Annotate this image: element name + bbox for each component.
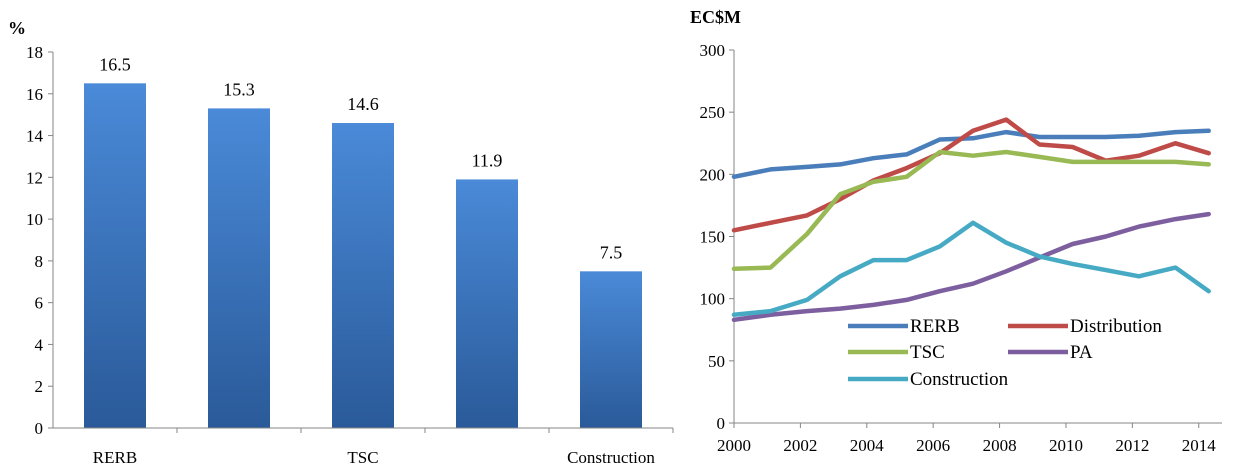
bar-chart-y-tick-label: 12 [26,168,43,187]
line-chart-x-tick-label: 2000 [717,436,751,455]
bar-chart-y-tick-label: 14 [26,127,44,146]
line-chart-y-unit-label: EC$M [690,7,741,27]
line-chart-x-tick-label: 2012 [1115,436,1149,455]
line-chart-x-tick-label: 2002 [783,436,817,455]
line-chart-y-tick-label: 250 [700,103,726,122]
line-chart-y-tick-label: 0 [717,414,726,433]
line-chart-x-tick-label: 2010 [1049,436,1083,455]
bar-chart-y-tick-label: 16 [26,85,43,104]
bar-chart-y-unit-label: % [8,18,26,38]
legend-label-distribution: Distribution [1070,316,1162,337]
bar-chart-y-tick-label: 0 [35,419,44,438]
bar-data-label: 14.6 [347,94,379,114]
line-chart-x-tick-label: 2006 [916,436,950,455]
bar-data-label: 7.5 [600,242,623,262]
series-line-distribution [731,117,1211,233]
legend-label-rerb: RERB [910,316,960,337]
bar-chart-y-tick-label: 10 [26,210,43,229]
bar-data-label: 15.3 [223,79,255,99]
legend-label-construction: Construction [910,369,1009,390]
bar-chart: % 0 2 4 6 8 10 12 14 16 18 16.5 15.3 14.6 11.9 7.5 RE… [8,18,674,467]
line-chart-x-tick-label: 2004 [850,436,885,455]
line-chart-x-tick-label: 2014 [1182,436,1217,455]
line-chart-x-axis: 2000 2002 2004 2006 2008 2010 2012 2014 [717,422,1222,455]
bar-chart-data-labels: 16.5 15.3 14.6 11.9 7.5 [99,54,622,262]
bar-data-label: 11.9 [472,150,503,170]
series-line-construction [731,220,1211,318]
bar-chart-y-tick-label: 8 [35,252,44,271]
line-chart-y-tick-label: 200 [700,165,726,184]
line-chart-y-tick-label: 100 [700,290,726,309]
legend-label-tsc: TSC [910,342,945,363]
series-line-pa [731,211,1211,323]
line-chart: EC$M 0 50 100 150 200 250 300 2000 2002 2004 2006… [690,7,1222,455]
bar-rerb [84,83,146,428]
bar-chart-y-tick-label: 2 [35,377,44,396]
bar-chart-y-tick-label: 4 [35,335,44,354]
line-chart-legend: RERB Distribution TSC PA Construction [848,316,1162,390]
bar-data-label: 16.5 [99,54,131,74]
bar-construction [580,271,642,428]
series-line-tsc [731,149,1211,272]
bar-chart-bars [84,83,642,429]
bar-pa [456,179,518,428]
line-chart-y-axis: 0 50 100 150 200 250 300 [700,41,735,433]
line-chart-x-tick-label: 2008 [983,436,1017,455]
bar-tsc [332,123,394,429]
bar-chart-y-axis: 0 2 4 6 8 10 12 14 16 18 [26,43,54,438]
legend-label-pa: PA [1070,342,1093,363]
line-chart-y-tick-label: 150 [700,228,726,247]
bar-chart-category-label: RERB [93,448,137,467]
bar-chart-y-tick-label: 6 [35,294,44,313]
bar-chart-x-axis: RERB TSC Construction [53,427,674,467]
line-chart-series [731,117,1211,323]
bar-chart-category-label: Construction [567,448,655,467]
bar-chart-category-label: TSC [347,448,378,467]
series-line-rerb [731,128,1211,180]
line-chart-y-tick-label: 50 [708,352,725,371]
bar-distribution [208,108,270,429]
bar-chart-y-tick-label: 18 [26,43,43,62]
line-chart-y-tick-label: 300 [700,41,726,60]
